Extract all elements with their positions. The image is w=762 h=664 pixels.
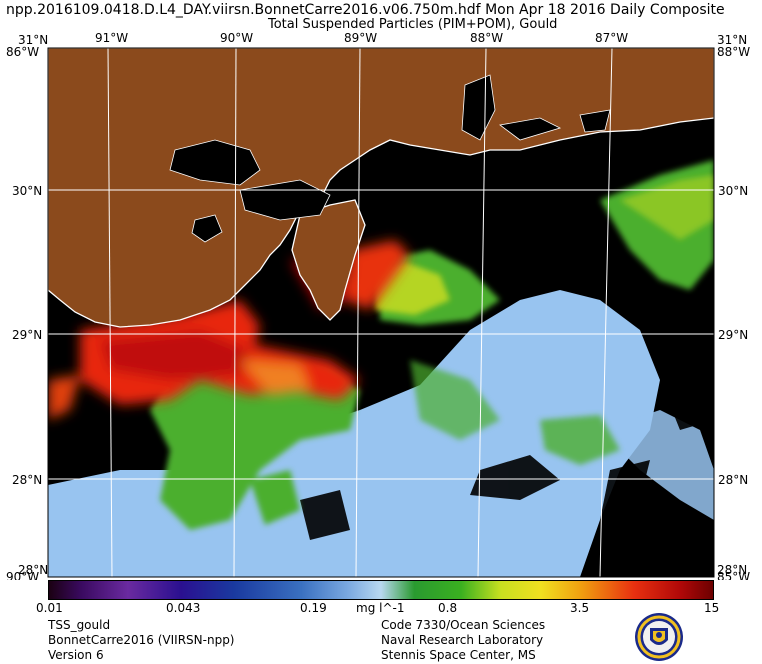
- lat-label: 29°N: [12, 328, 42, 342]
- corner-lat-bottom-right: 28°N: [717, 563, 747, 577]
- org-name: Naval Research Laboratory: [381, 633, 544, 647]
- mid-tss-region: [150, 160, 714, 530]
- colorbar-tick: 0.01: [36, 601, 63, 615]
- corner-lon-bottom-left: 90°W: [6, 570, 39, 580]
- lakes: [169, 74, 611, 243]
- org-location: Stennis Space Center, MS: [381, 648, 536, 662]
- lat-label: 28°N: [12, 473, 42, 487]
- footer-left: TSS_gould BonnetCarre2016 (VIIRSN-npp) V…: [48, 618, 235, 663]
- colorbar-tick: 0.8: [438, 601, 458, 615]
- corner-lon-bottom-right: 85°W: [717, 570, 750, 580]
- colorbar-tick: 3.5: [570, 601, 590, 615]
- lon-label: 90°W: [220, 31, 253, 45]
- lon-label: 91°W: [95, 31, 128, 45]
- graticule: [48, 48, 714, 577]
- title-line-1: npp.2016109.0418.D.L4_DAY.viirsn.BonnetC…: [6, 2, 725, 18]
- lon-label: 87°W: [595, 31, 628, 45]
- colorbar-tick: 0.19: [300, 601, 327, 615]
- lon-label: 88°W: [470, 31, 503, 45]
- colorbar-tick: 15: [704, 601, 720, 615]
- corner-lon-top-left: 86°W: [6, 45, 39, 59]
- version-text: Version 6: [48, 648, 104, 662]
- product-name: TSS_gould: [48, 618, 111, 632]
- title-line-2: Total Suspended Particles (PIM+POM), Gou…: [268, 17, 558, 32]
- lat-label: 30°N: [718, 184, 748, 198]
- tss-map: 91°W 90°W 89°W 88°W 87°W 31°N 86°W 31°N …: [6, 31, 750, 580]
- colorbar: [48, 580, 714, 600]
- footer-right: Code 7330/Ocean Sciences Naval Research …: [381, 618, 545, 663]
- corner-lat-bottom-left: 28°N: [18, 563, 48, 577]
- region-name: BonnetCarre2016 (VIIRSN-npp): [48, 633, 235, 647]
- lat-label: 28°N: [718, 473, 748, 487]
- lat-label: 30°N: [12, 184, 42, 198]
- lat-label: 29°N: [718, 328, 748, 342]
- colorbar-units: mg l^-1: [356, 601, 405, 615]
- corner-lat-top-left: 31°N: [18, 33, 48, 47]
- high-tss-region: [48, 240, 410, 420]
- colorbar-tick: 0.043: [166, 601, 201, 615]
- corner-lat-top-right: 31°N: [717, 33, 747, 47]
- corner-lon-top-right: 88°W: [717, 45, 750, 59]
- nrl-seal-icon: [635, 613, 683, 661]
- org-code: Code 7330/Ocean Sciences: [381, 618, 546, 632]
- lon-label: 89°W: [344, 31, 377, 45]
